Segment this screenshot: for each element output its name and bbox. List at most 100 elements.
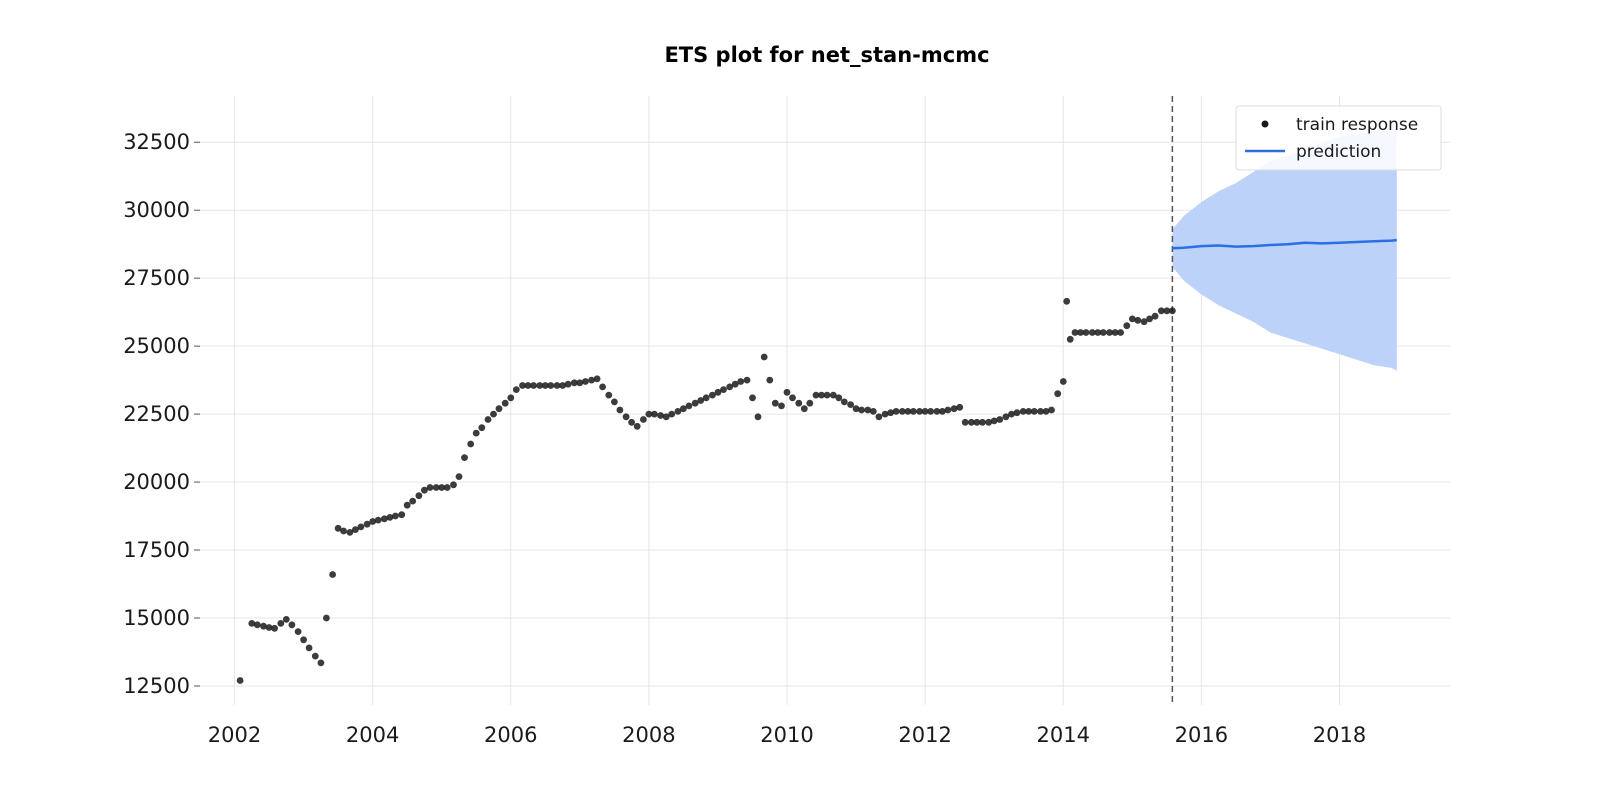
train-point xyxy=(881,410,889,418)
train-point xyxy=(1063,297,1071,305)
train-point xyxy=(709,391,716,399)
train-point xyxy=(236,677,244,684)
train-point xyxy=(933,408,941,415)
train-point xyxy=(1054,390,1062,398)
chart-title: ETS plot for net_stan-mcmc xyxy=(664,43,989,67)
train-point xyxy=(519,382,526,389)
train-point xyxy=(852,405,860,413)
y-tick-label: 17500 xyxy=(123,538,190,562)
x-tick-label: 2008 xyxy=(622,723,675,747)
train-point xyxy=(611,398,618,406)
train-point xyxy=(253,621,261,629)
train-point xyxy=(910,408,917,415)
y-tick-label: 32500 xyxy=(123,130,190,154)
train-point xyxy=(495,405,503,413)
train-point xyxy=(478,424,486,432)
train-point xyxy=(346,529,354,536)
train-point xyxy=(737,378,745,385)
train-point xyxy=(421,486,428,494)
train-point xyxy=(363,520,371,528)
train-point xyxy=(415,492,423,500)
train-point xyxy=(927,408,935,415)
x-tick-label: 2010 xyxy=(760,723,813,747)
train-point xyxy=(651,410,658,418)
train-point xyxy=(749,394,756,402)
train-point xyxy=(847,401,854,408)
train-point xyxy=(829,391,837,399)
train-point xyxy=(1019,408,1027,415)
train-point xyxy=(714,388,722,396)
train-point xyxy=(1082,329,1090,336)
train-point xyxy=(329,571,336,578)
train-point xyxy=(760,353,768,361)
train-point xyxy=(771,399,779,407)
x-tick-label: 2018 xyxy=(1313,723,1366,747)
train-point xyxy=(1123,322,1131,330)
train-point xyxy=(1088,329,1096,336)
train-point xyxy=(640,416,647,423)
train-point xyxy=(536,382,544,389)
train-point xyxy=(835,394,843,402)
train-point xyxy=(398,511,406,519)
prediction-band xyxy=(1172,128,1397,371)
y-tick-label: 30000 xyxy=(123,198,190,222)
legend-train-label: train response xyxy=(1296,115,1418,135)
train-point xyxy=(904,408,912,415)
train-point xyxy=(616,406,624,414)
train-point xyxy=(564,380,572,388)
train-point xyxy=(593,375,601,383)
train-point xyxy=(559,382,566,389)
train-point xyxy=(858,406,865,414)
train-point xyxy=(461,454,468,461)
train-point xyxy=(778,402,785,410)
train-point xyxy=(754,413,762,421)
train-point xyxy=(1037,408,1044,415)
train-point xyxy=(956,403,964,411)
train-point xyxy=(334,524,342,532)
train-response-points xyxy=(236,297,1176,684)
train-point xyxy=(1134,316,1142,324)
train-point xyxy=(1059,378,1067,385)
train-point xyxy=(467,440,475,448)
train-point xyxy=(305,644,313,652)
train-point xyxy=(1117,329,1124,336)
train-point xyxy=(1048,406,1055,414)
train-point xyxy=(374,516,382,524)
train-point xyxy=(443,484,451,491)
train-point xyxy=(1106,329,1113,336)
train-point xyxy=(795,399,803,407)
train-point xyxy=(869,408,877,415)
train-point xyxy=(392,512,399,520)
train-point xyxy=(576,379,584,387)
y-axis: 12500 15000 17500 20000 22500 25000 27500 30000… xyxy=(123,130,200,698)
train-point xyxy=(484,416,492,423)
train-point xyxy=(674,408,682,415)
train-point xyxy=(1030,408,1038,415)
train-point xyxy=(260,622,267,630)
train-point xyxy=(426,484,434,491)
train-point xyxy=(340,527,347,535)
train-point xyxy=(662,413,670,421)
train-point xyxy=(726,383,734,391)
y-tick-label: 12500 xyxy=(123,674,190,698)
train-point xyxy=(720,386,727,393)
train-point xyxy=(812,391,820,399)
train-point xyxy=(979,418,986,426)
legend-train-marker xyxy=(1261,120,1269,128)
train-point xyxy=(282,616,290,623)
train-point xyxy=(530,382,537,389)
train-point xyxy=(570,379,578,387)
prediction-line xyxy=(1172,238,1397,250)
legend: train response prediction xyxy=(1235,105,1442,171)
train-point xyxy=(731,380,739,388)
train-point xyxy=(271,624,278,632)
train-point xyxy=(1157,307,1165,315)
train-point xyxy=(1111,329,1119,336)
train-point xyxy=(386,514,394,521)
x-tick-label: 2002 xyxy=(208,723,261,747)
train-point xyxy=(455,473,463,480)
train-point xyxy=(973,418,981,426)
train-point xyxy=(599,383,606,391)
train-point xyxy=(1077,329,1084,336)
